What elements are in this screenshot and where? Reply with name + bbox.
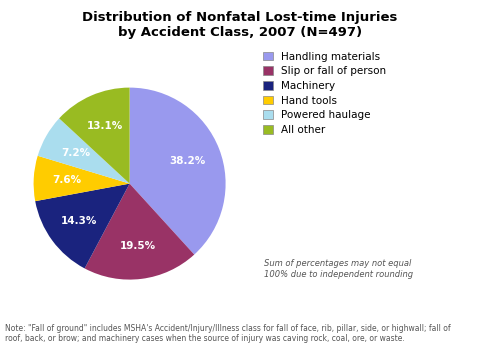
Legend: Handling materials, Slip or fall of person, Machinery, Hand tools, Powered haula: Handling materials, Slip or fall of pers… (260, 48, 390, 138)
Text: 7.2%: 7.2% (61, 148, 90, 158)
Wedge shape (34, 156, 130, 201)
Text: 7.6%: 7.6% (53, 175, 82, 185)
Text: 38.2%: 38.2% (169, 156, 206, 166)
Text: 19.5%: 19.5% (120, 240, 156, 251)
Wedge shape (35, 184, 130, 269)
Wedge shape (59, 87, 130, 184)
Wedge shape (84, 184, 194, 280)
Text: 13.1%: 13.1% (86, 121, 123, 131)
Wedge shape (38, 118, 130, 184)
Text: Note: "Fall of ground" includes MSHA's Accident/Injury/Illness class for fall of: Note: "Fall of ground" includes MSHA's A… (5, 324, 450, 343)
Text: Sum of percentages may not equal
100% due to independent rounding: Sum of percentages may not equal 100% du… (264, 259, 413, 279)
Text: 14.3%: 14.3% (61, 216, 97, 226)
Wedge shape (130, 87, 226, 255)
Text: Distribution of Nonfatal Lost-time Injuries
by Accident Class, 2007 (N=497): Distribution of Nonfatal Lost-time Injur… (82, 11, 398, 39)
